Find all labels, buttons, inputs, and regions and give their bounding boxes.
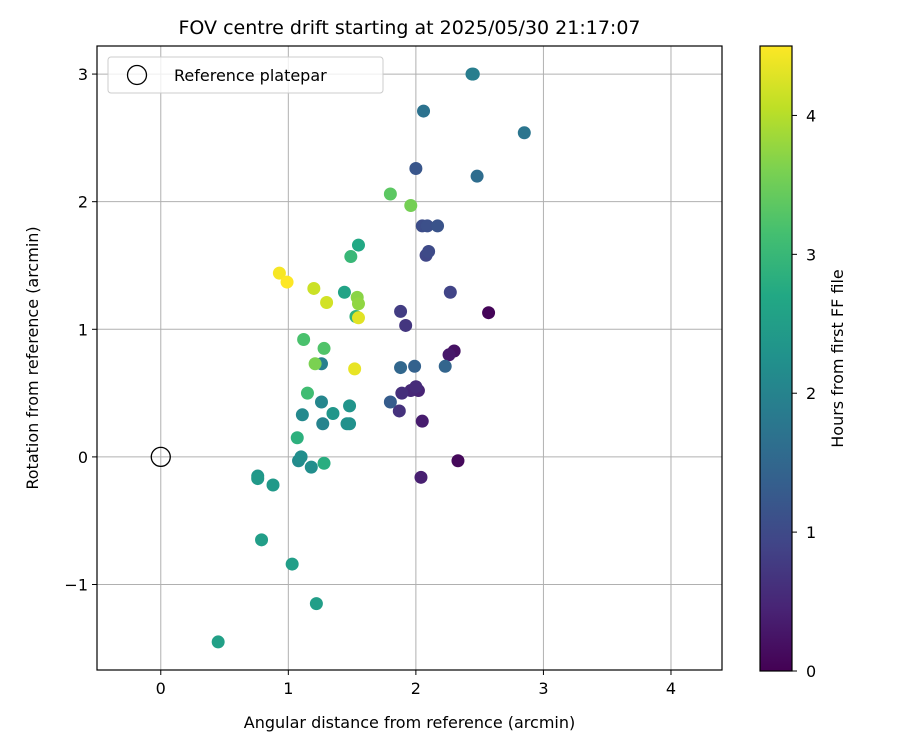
colorbar-tick-label: 1 xyxy=(806,523,816,542)
data-point xyxy=(351,311,365,325)
plot-frame xyxy=(96,45,723,671)
data-point xyxy=(408,359,422,373)
y-tick-label: 0 xyxy=(78,448,88,467)
legend-label: Reference platepar xyxy=(174,66,327,85)
data-point xyxy=(307,281,321,295)
data-point xyxy=(297,332,311,346)
x-tick-label: 4 xyxy=(666,679,676,698)
data-point xyxy=(414,470,428,484)
data-point xyxy=(326,407,340,421)
data-point xyxy=(422,244,436,258)
data-point xyxy=(294,450,308,464)
data-point xyxy=(285,557,299,571)
data-point xyxy=(451,454,465,468)
data-point xyxy=(383,395,397,409)
data-point xyxy=(417,104,431,118)
data-point xyxy=(337,285,351,299)
colorbar-tick-label: 2 xyxy=(806,384,816,403)
data-point xyxy=(317,456,331,470)
data-point xyxy=(438,359,452,373)
data-point xyxy=(394,304,408,318)
data-points xyxy=(150,67,531,649)
data-point xyxy=(395,386,409,400)
data-point xyxy=(383,187,397,201)
chart-title: FOV centre drift starting at 2025/05/30 … xyxy=(178,17,640,39)
colorbar-tick-label: 4 xyxy=(806,106,816,125)
colorbar-tick-label: 3 xyxy=(806,245,816,264)
data-point xyxy=(317,341,331,355)
data-point xyxy=(309,597,323,611)
data-point xyxy=(314,395,328,409)
x-axis-label: Angular distance from reference (arcmin) xyxy=(244,713,575,732)
legend-marker-icon xyxy=(126,64,148,86)
data-point xyxy=(348,362,362,376)
data-point xyxy=(470,169,484,183)
data-point xyxy=(482,306,496,320)
y-tick-label: −1 xyxy=(64,576,88,595)
data-point xyxy=(320,295,334,309)
data-point xyxy=(399,318,413,332)
data-point xyxy=(266,478,280,492)
data-point xyxy=(316,417,330,431)
data-point xyxy=(351,238,365,252)
y-tick-label: 1 xyxy=(78,320,88,339)
grid xyxy=(97,46,722,670)
data-point xyxy=(300,386,314,400)
data-point xyxy=(308,357,322,371)
data-point xyxy=(251,472,265,486)
data-point xyxy=(280,275,294,289)
data-point xyxy=(466,67,480,81)
data-point xyxy=(415,414,429,428)
data-point xyxy=(442,348,456,362)
data-point xyxy=(443,285,457,299)
data-point xyxy=(272,266,286,280)
data-point xyxy=(351,297,365,311)
y-tick-label: 2 xyxy=(78,193,88,212)
data-point xyxy=(343,417,357,431)
data-point xyxy=(431,219,445,233)
x-tick-label: 2 xyxy=(411,679,421,698)
data-point xyxy=(404,199,418,213)
colorbar-gradient xyxy=(760,46,792,671)
data-point xyxy=(304,460,318,474)
x-tick-label: 0 xyxy=(156,679,166,698)
data-point xyxy=(295,408,309,422)
colorbar-label: Hours from first FF file xyxy=(828,269,847,448)
reference-point-marker xyxy=(150,446,171,468)
data-point xyxy=(517,126,531,140)
y-axis-label: Rotation from reference (arcmin) xyxy=(23,226,42,489)
colorbar-frame xyxy=(759,45,793,672)
data-point xyxy=(290,431,304,445)
data-point xyxy=(394,361,408,375)
y-tick-label: 3 xyxy=(78,65,88,84)
x-tick-label: 3 xyxy=(538,679,548,698)
data-point xyxy=(344,250,358,264)
data-point xyxy=(409,380,423,394)
data-point xyxy=(420,219,434,233)
legend-box xyxy=(107,56,384,94)
axis-ticks: 0 1 2 3 4 −1 0 1 2 3 xyxy=(64,65,676,698)
x-tick-label: 1 xyxy=(283,679,293,698)
data-point xyxy=(392,404,406,418)
colorbar-ticks: 0 1 2 3 4 xyxy=(792,106,816,681)
data-point xyxy=(409,162,423,176)
data-point xyxy=(255,533,269,547)
colorbar: 0 1 2 3 4 Hours from first FF file xyxy=(759,45,847,681)
legend: Reference platepar xyxy=(107,56,384,94)
colorbar-tick-label: 0 xyxy=(806,662,816,681)
data-point xyxy=(343,399,357,413)
data-point xyxy=(211,635,225,649)
